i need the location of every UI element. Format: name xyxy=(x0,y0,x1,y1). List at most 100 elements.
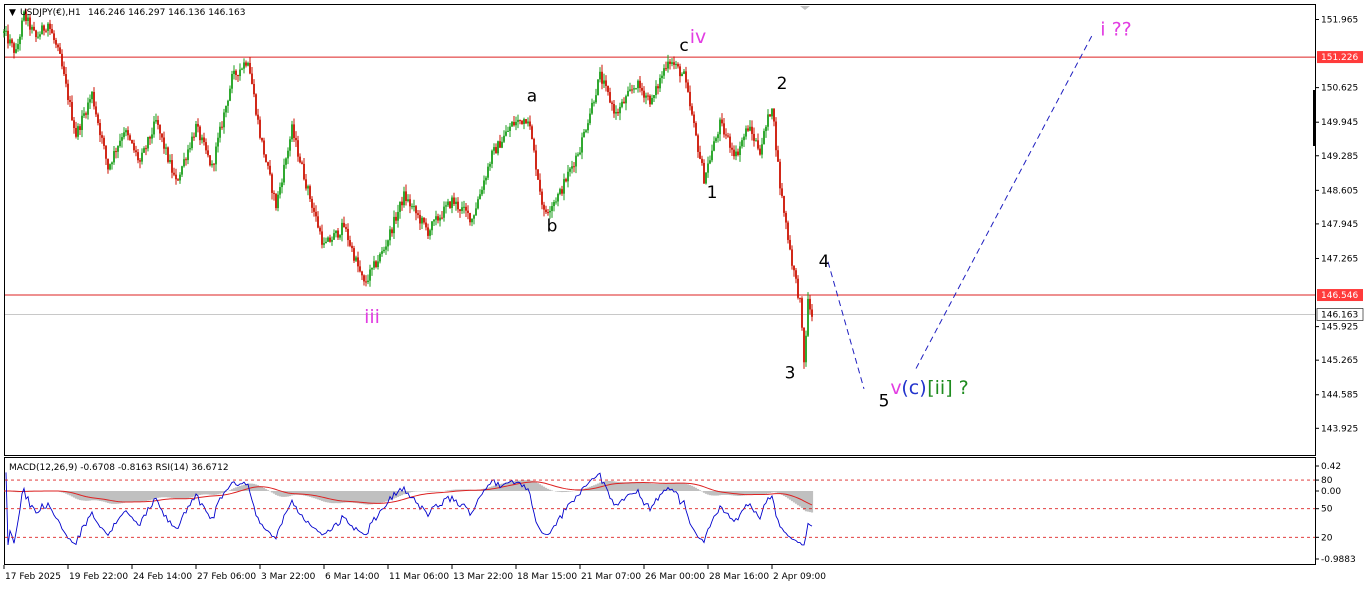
wave-label[interactable]: v xyxy=(890,377,901,399)
candle xyxy=(641,82,643,96)
candle xyxy=(639,75,641,93)
scroll-marker-icon[interactable] xyxy=(800,6,810,10)
candle xyxy=(595,88,597,104)
time-tick-label: 27 Feb 06:00 xyxy=(197,572,256,582)
candle xyxy=(39,31,41,40)
candle xyxy=(45,28,47,33)
wave-label[interactable]: 1 xyxy=(707,183,718,203)
wave-label[interactable]: iv xyxy=(690,26,707,48)
wave-label[interactable]: 3 xyxy=(785,364,796,384)
candle xyxy=(691,103,693,116)
candle xyxy=(273,190,275,201)
candle xyxy=(725,128,727,140)
candle xyxy=(249,56,251,75)
candle xyxy=(67,79,69,105)
candle xyxy=(297,135,299,162)
candle xyxy=(123,127,125,140)
candle xyxy=(393,210,395,240)
candle xyxy=(553,199,555,212)
candle xyxy=(645,92,647,105)
candle xyxy=(579,147,581,156)
candle xyxy=(367,274,369,285)
candle xyxy=(711,144,713,163)
candle xyxy=(163,131,165,154)
candle xyxy=(483,175,485,194)
candle xyxy=(733,145,735,160)
wave-projection-line[interactable] xyxy=(915,35,1093,369)
candle xyxy=(369,264,371,287)
wave-label[interactable]: iii xyxy=(364,306,380,328)
candle xyxy=(541,188,543,210)
candle xyxy=(633,85,635,94)
candle xyxy=(431,221,433,236)
candle xyxy=(239,63,241,81)
candle xyxy=(183,152,185,168)
candle xyxy=(499,134,501,148)
candle xyxy=(207,145,209,158)
candle xyxy=(591,98,593,115)
candle xyxy=(287,147,289,165)
candle xyxy=(479,189,481,200)
wave-label[interactable]: [ii] ? xyxy=(927,377,969,399)
candle xyxy=(21,17,23,40)
candle xyxy=(407,194,409,203)
candle xyxy=(717,131,719,143)
chart-header-arrow[interactable]: ▼ xyxy=(9,8,16,18)
candle xyxy=(31,24,33,34)
candle xyxy=(365,275,367,287)
candle xyxy=(259,116,261,140)
indicator-tick-label: 0.42 xyxy=(1321,462,1341,472)
candle xyxy=(277,191,279,212)
wave-label[interactable]: 4 xyxy=(819,252,830,272)
candle xyxy=(693,111,695,128)
wave-label[interactable]: 5 xyxy=(879,392,890,412)
time-tick-label: 24 Feb 14:00 xyxy=(133,572,192,582)
candle xyxy=(569,167,571,177)
candle xyxy=(769,113,771,117)
candle xyxy=(427,223,429,239)
wave-label[interactable]: a xyxy=(527,87,537,107)
candle xyxy=(793,265,795,277)
candle xyxy=(15,43,17,54)
current-price-tag xyxy=(1316,308,1364,321)
candle xyxy=(311,196,313,213)
candle xyxy=(137,149,139,164)
candle xyxy=(643,86,645,103)
candle xyxy=(69,95,71,107)
candle xyxy=(395,212,397,225)
candle xyxy=(285,157,287,169)
wave-label[interactable]: c xyxy=(679,36,688,56)
candle xyxy=(531,124,533,140)
candle xyxy=(421,215,423,230)
candle xyxy=(749,120,751,132)
candle xyxy=(709,155,711,165)
candle xyxy=(81,110,83,138)
candle xyxy=(169,154,171,164)
chart-shift-marker[interactable] xyxy=(1313,90,1316,146)
candle xyxy=(747,125,749,132)
wave-label[interactable]: (c) xyxy=(901,377,926,399)
candle xyxy=(333,229,335,240)
wave-projection-line[interactable] xyxy=(827,261,865,390)
candle xyxy=(465,203,467,217)
candle xyxy=(257,108,259,125)
candle xyxy=(177,178,179,182)
candle xyxy=(113,146,115,165)
candle xyxy=(385,239,387,255)
candle xyxy=(557,192,559,207)
wave-label[interactable]: b xyxy=(547,216,558,236)
candle xyxy=(801,296,803,331)
wave-label[interactable]: i ?? xyxy=(1100,19,1132,41)
candle xyxy=(715,136,717,143)
candle xyxy=(253,79,255,98)
candle xyxy=(143,146,145,154)
candle xyxy=(33,21,35,32)
candle xyxy=(445,201,447,214)
candle xyxy=(517,114,519,129)
time-tick-label: 2 Apr 09:00 xyxy=(773,572,826,582)
wave-label[interactable]: 2 xyxy=(777,74,788,94)
candle xyxy=(223,108,225,134)
candle xyxy=(211,160,213,168)
